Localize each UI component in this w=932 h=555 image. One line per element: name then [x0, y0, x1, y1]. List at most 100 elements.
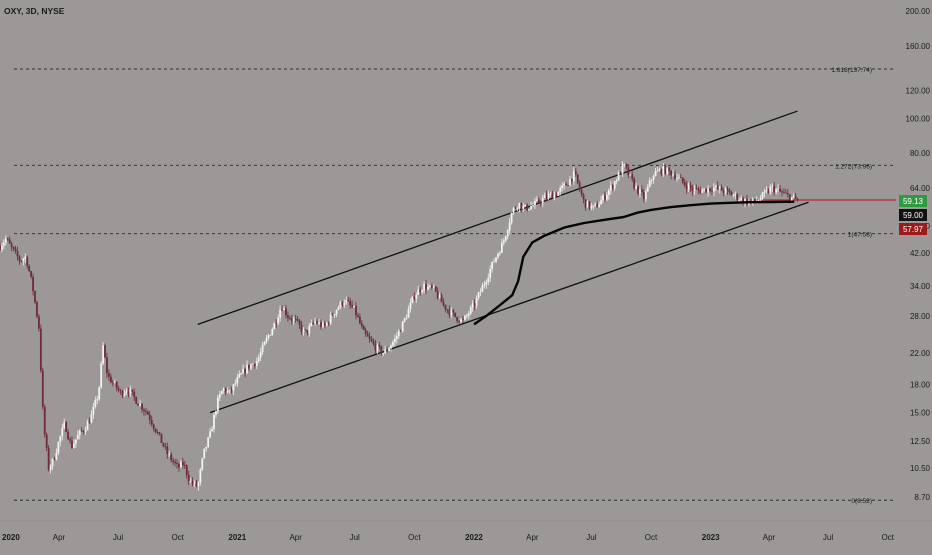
candle-body [351, 304, 353, 308]
candle-body [471, 303, 474, 308]
candle-body [382, 353, 385, 355]
candle-body [580, 189, 583, 195]
channel-line-upper[interactable] [197, 110, 798, 326]
y-tick-label: 12.50 [910, 437, 931, 446]
candle-body [574, 171, 577, 175]
candle-body [557, 191, 560, 196]
candle-body [183, 465, 186, 467]
candle-body [405, 317, 408, 319]
candle-body [180, 461, 182, 468]
candle-body [654, 171, 657, 177]
candle-body [395, 336, 398, 339]
candle-body [36, 302, 38, 317]
candle-body [228, 390, 231, 391]
candle-body [718, 186, 721, 189]
candle-body [380, 346, 383, 354]
candle-body [567, 185, 569, 187]
candle-body [51, 458, 54, 467]
candle-body [137, 403, 140, 406]
candle-body [526, 204, 529, 211]
candle-body [154, 428, 157, 433]
candle-body [88, 421, 91, 424]
candle-body [528, 209, 531, 211]
y-tick-label: 100.00 [906, 115, 931, 124]
candle-body [32, 276, 34, 292]
symbol-label: OXY, 3D, NYSE [4, 6, 65, 16]
channel-line-lower[interactable] [209, 201, 809, 414]
candle-body [12, 246, 15, 249]
candle-body [106, 357, 108, 374]
moving-average-line [473, 200, 795, 326]
candle-body [425, 283, 427, 290]
candle-body [121, 391, 124, 396]
candle-body [551, 193, 554, 199]
candle-body [251, 363, 254, 365]
candle-body [8, 239, 11, 244]
candle-body [469, 307, 472, 314]
candle-body [176, 463, 178, 465]
candle-body [604, 195, 606, 200]
candle-body [674, 174, 676, 179]
x-tick-label: Oct [408, 533, 421, 542]
candle-body [440, 295, 443, 303]
candle-body [164, 446, 167, 448]
candle-body [600, 200, 602, 205]
candle-body [681, 177, 684, 183]
x-tick-label: 2023 [702, 533, 720, 542]
candle-body [497, 253, 499, 258]
candle-body [34, 291, 36, 303]
candle-body [265, 338, 268, 342]
candle-body [283, 308, 285, 311]
candle-body [423, 283, 425, 291]
candle-body [467, 313, 470, 316]
candle-body [374, 343, 377, 351]
y-tick-label: 18.00 [910, 380, 931, 389]
candle-body [464, 315, 466, 320]
candle-body [623, 163, 626, 165]
candle-body [335, 309, 338, 315]
candle-body [635, 185, 637, 189]
candle-body [156, 432, 159, 433]
candle-body [213, 414, 215, 429]
price-badge-label: 59.00 [903, 211, 924, 220]
candle-body [508, 222, 511, 231]
candle-body [728, 190, 731, 193]
candle-body [74, 439, 77, 444]
candle-body [716, 185, 719, 189]
candle-body [386, 349, 389, 351]
candle-body [677, 177, 680, 178]
candle-body [584, 199, 587, 208]
candle-body [102, 345, 104, 364]
candle-body [534, 200, 536, 206]
candle-body [14, 248, 17, 251]
fib-level-label: 1(47.58) [848, 232, 872, 239]
candle-body [444, 304, 447, 310]
candle-body [108, 373, 110, 377]
candle-body [596, 204, 599, 208]
candle-body [355, 306, 357, 316]
candle-body [571, 179, 573, 182]
candle-body [226, 390, 229, 393]
candle-body [676, 177, 678, 179]
candle-body [298, 320, 301, 325]
candle-body [92, 406, 95, 415]
candle-body [316, 321, 318, 324]
candle-body [775, 189, 778, 193]
candle-body [322, 323, 324, 328]
candle-body [722, 190, 725, 193]
candle-body [679, 177, 682, 178]
x-tick-label: 2020 [2, 533, 20, 542]
candle-body [263, 341, 266, 346]
candle-body [504, 236, 507, 241]
candle-body [90, 414, 93, 424]
candle-body [491, 261, 494, 270]
candle-body [53, 458, 56, 460]
y-tick-label: 15.00 [910, 409, 931, 418]
candle-body [362, 326, 365, 330]
candle-body [726, 188, 729, 191]
candle-body [113, 381, 116, 383]
candle-body [259, 352, 262, 358]
candle-body [489, 269, 492, 278]
candle-body [465, 315, 468, 317]
